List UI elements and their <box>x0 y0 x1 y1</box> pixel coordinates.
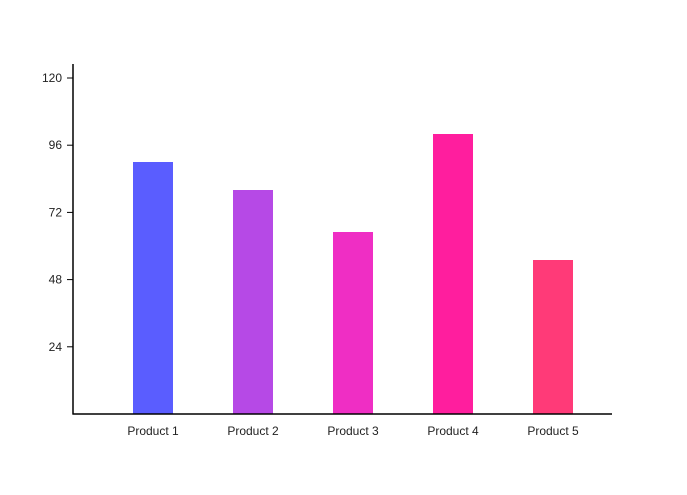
y-tick-label: 96 <box>49 138 63 152</box>
y-axis-ticks: 24 48 72 96 120 <box>42 71 73 354</box>
x-tick-label: Product 2 <box>227 424 279 438</box>
bar-3 <box>333 232 373 414</box>
y-tick-label: 48 <box>49 273 63 287</box>
y-tick-label: 24 <box>49 340 63 354</box>
x-tick-label: Product 1 <box>127 424 179 438</box>
bar-2 <box>233 190 273 414</box>
x-tick-label: Product 4 <box>427 424 479 438</box>
x-axis-ticks: Product 1 Product 2 Product 3 Product 4 Prod… <box>127 424 579 438</box>
bars-layer <box>133 134 573 414</box>
x-tick-label: Product 5 <box>527 424 579 438</box>
bar-1 <box>133 162 173 414</box>
bar-4 <box>433 134 473 414</box>
y-tick-label: 120 <box>42 71 62 85</box>
bar-5 <box>533 260 573 414</box>
y-tick-label: 72 <box>49 205 63 219</box>
x-tick-label: Product 3 <box>327 424 379 438</box>
